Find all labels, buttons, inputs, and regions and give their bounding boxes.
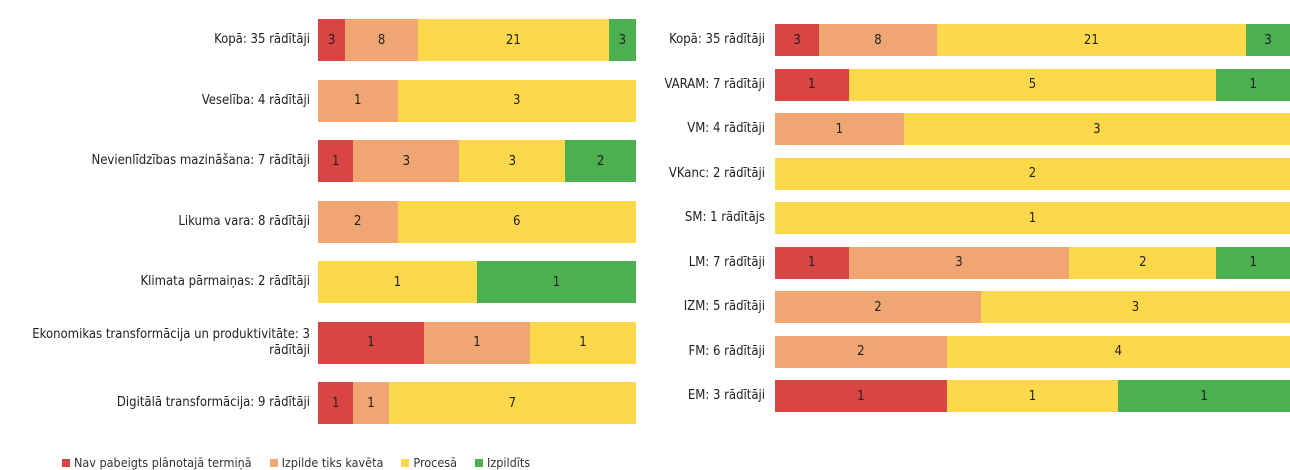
category-label: VARAM: 7 rādītāji (664, 76, 765, 92)
legend-label: Nav pabeigts plānotajā termiņā (74, 455, 252, 470)
bar-segment: 1 (424, 321, 530, 364)
legend-item: Nav pabeigts plānotajā termiņā (62, 455, 252, 470)
bar-segment: 1 (353, 382, 389, 424)
category-label: FM: 6 rādītāji (688, 343, 765, 359)
category-label: IZM: 5 rādītāji (683, 299, 765, 314)
bar-segment: 1 (1118, 380, 1290, 412)
legend-swatch (62, 458, 70, 467)
legend-item: Procesā (401, 455, 457, 470)
bar-segment: 2 (775, 291, 981, 323)
bar-segment: 1 (775, 380, 947, 412)
category-label: Likuma vara: 8 rādītāji (178, 213, 310, 229)
bar-segment: 1 (1216, 246, 1290, 279)
bar-segment: 2 (565, 140, 636, 182)
bar-segment: 1 (775, 246, 849, 279)
bar-segment: 1 (318, 261, 477, 303)
bar-segment: 1 (318, 321, 424, 364)
category-label: LM: 7 rādītāji (688, 254, 765, 270)
bar-segment: 1 (530, 321, 636, 364)
bar-segment: 21 (417, 19, 609, 61)
bar-segment: 5 (848, 68, 1217, 101)
bar-segment: 3 (608, 19, 636, 61)
bar-segment: 1 (946, 380, 1119, 412)
bar-segment: 1 (775, 202, 1290, 234)
category-label: EM: 3 rādītāji (687, 388, 765, 403)
bar-segment: 1 (1216, 68, 1290, 101)
category-label: Digitālā transformācija: 9 rādītāji (116, 395, 310, 410)
category-label: VKanc: 2 rādītāji (668, 165, 765, 181)
bar-segment: 3 (459, 140, 566, 182)
bar-segment: 1 (318, 79, 398, 122)
bar-segment: 1 (477, 261, 636, 303)
bar-segment: 3 (903, 113, 1290, 145)
bar-segment: 2 (775, 335, 947, 368)
legend-swatch (401, 458, 410, 467)
bar-segment: 3 (318, 19, 346, 61)
category-label: Kopā: 35 rādītāji (669, 32, 765, 47)
bar-segment: 1 (318, 382, 354, 424)
legend-item: Izpilde tiks kavēta (269, 455, 384, 470)
legend-swatch (269, 458, 278, 467)
bar-segment: 3 (981, 291, 1290, 323)
bar-segment: 3 (1245, 24, 1290, 56)
bar-segment: 2 (1069, 246, 1217, 279)
bar-segment: 2 (318, 200, 398, 243)
category-label: Veselība: 4 rādītāji (201, 92, 310, 108)
category-label: Ekonomikas transformācija un produktivit… (32, 326, 310, 358)
bar-segment: 1 (775, 113, 904, 145)
bar-segment: 7 (388, 382, 636, 424)
category-label: SM: 1 rādītājs (684, 210, 765, 225)
bar-segment: 3 (775, 24, 820, 56)
category-label: VM: 4 rādītāji (687, 121, 765, 136)
bar-segment: 1 (318, 140, 354, 182)
bar-segment: 3 (353, 140, 460, 182)
category-label: Nevienlīdzības mazināšana: 7 rādītāji (91, 153, 310, 168)
bar-segment: 6 (397, 200, 636, 243)
category-label: Klimata pārmaiņas: 2 rādītāji (140, 274, 310, 289)
bar-segment: 4 (946, 335, 1290, 368)
legend-item: Izpildīts (475, 455, 530, 470)
bar-segment: 3 (848, 246, 1070, 279)
bar-segment: 8 (819, 24, 937, 56)
legend-label: Procesā (413, 455, 458, 470)
bar-segment: 8 (345, 19, 418, 61)
bar-segment: 1 (775, 68, 849, 101)
bar-segment: 3 (397, 79, 636, 122)
legend-label: Izpildīts (487, 455, 531, 470)
legend-swatch (475, 458, 484, 467)
bar-segment: 21 (936, 24, 1246, 56)
category-label: Kopā: 35 rādītāji (214, 32, 310, 47)
bar-segment: 2 (775, 157, 1290, 190)
legend-label: Izpilde tiks kavēta (281, 455, 384, 470)
